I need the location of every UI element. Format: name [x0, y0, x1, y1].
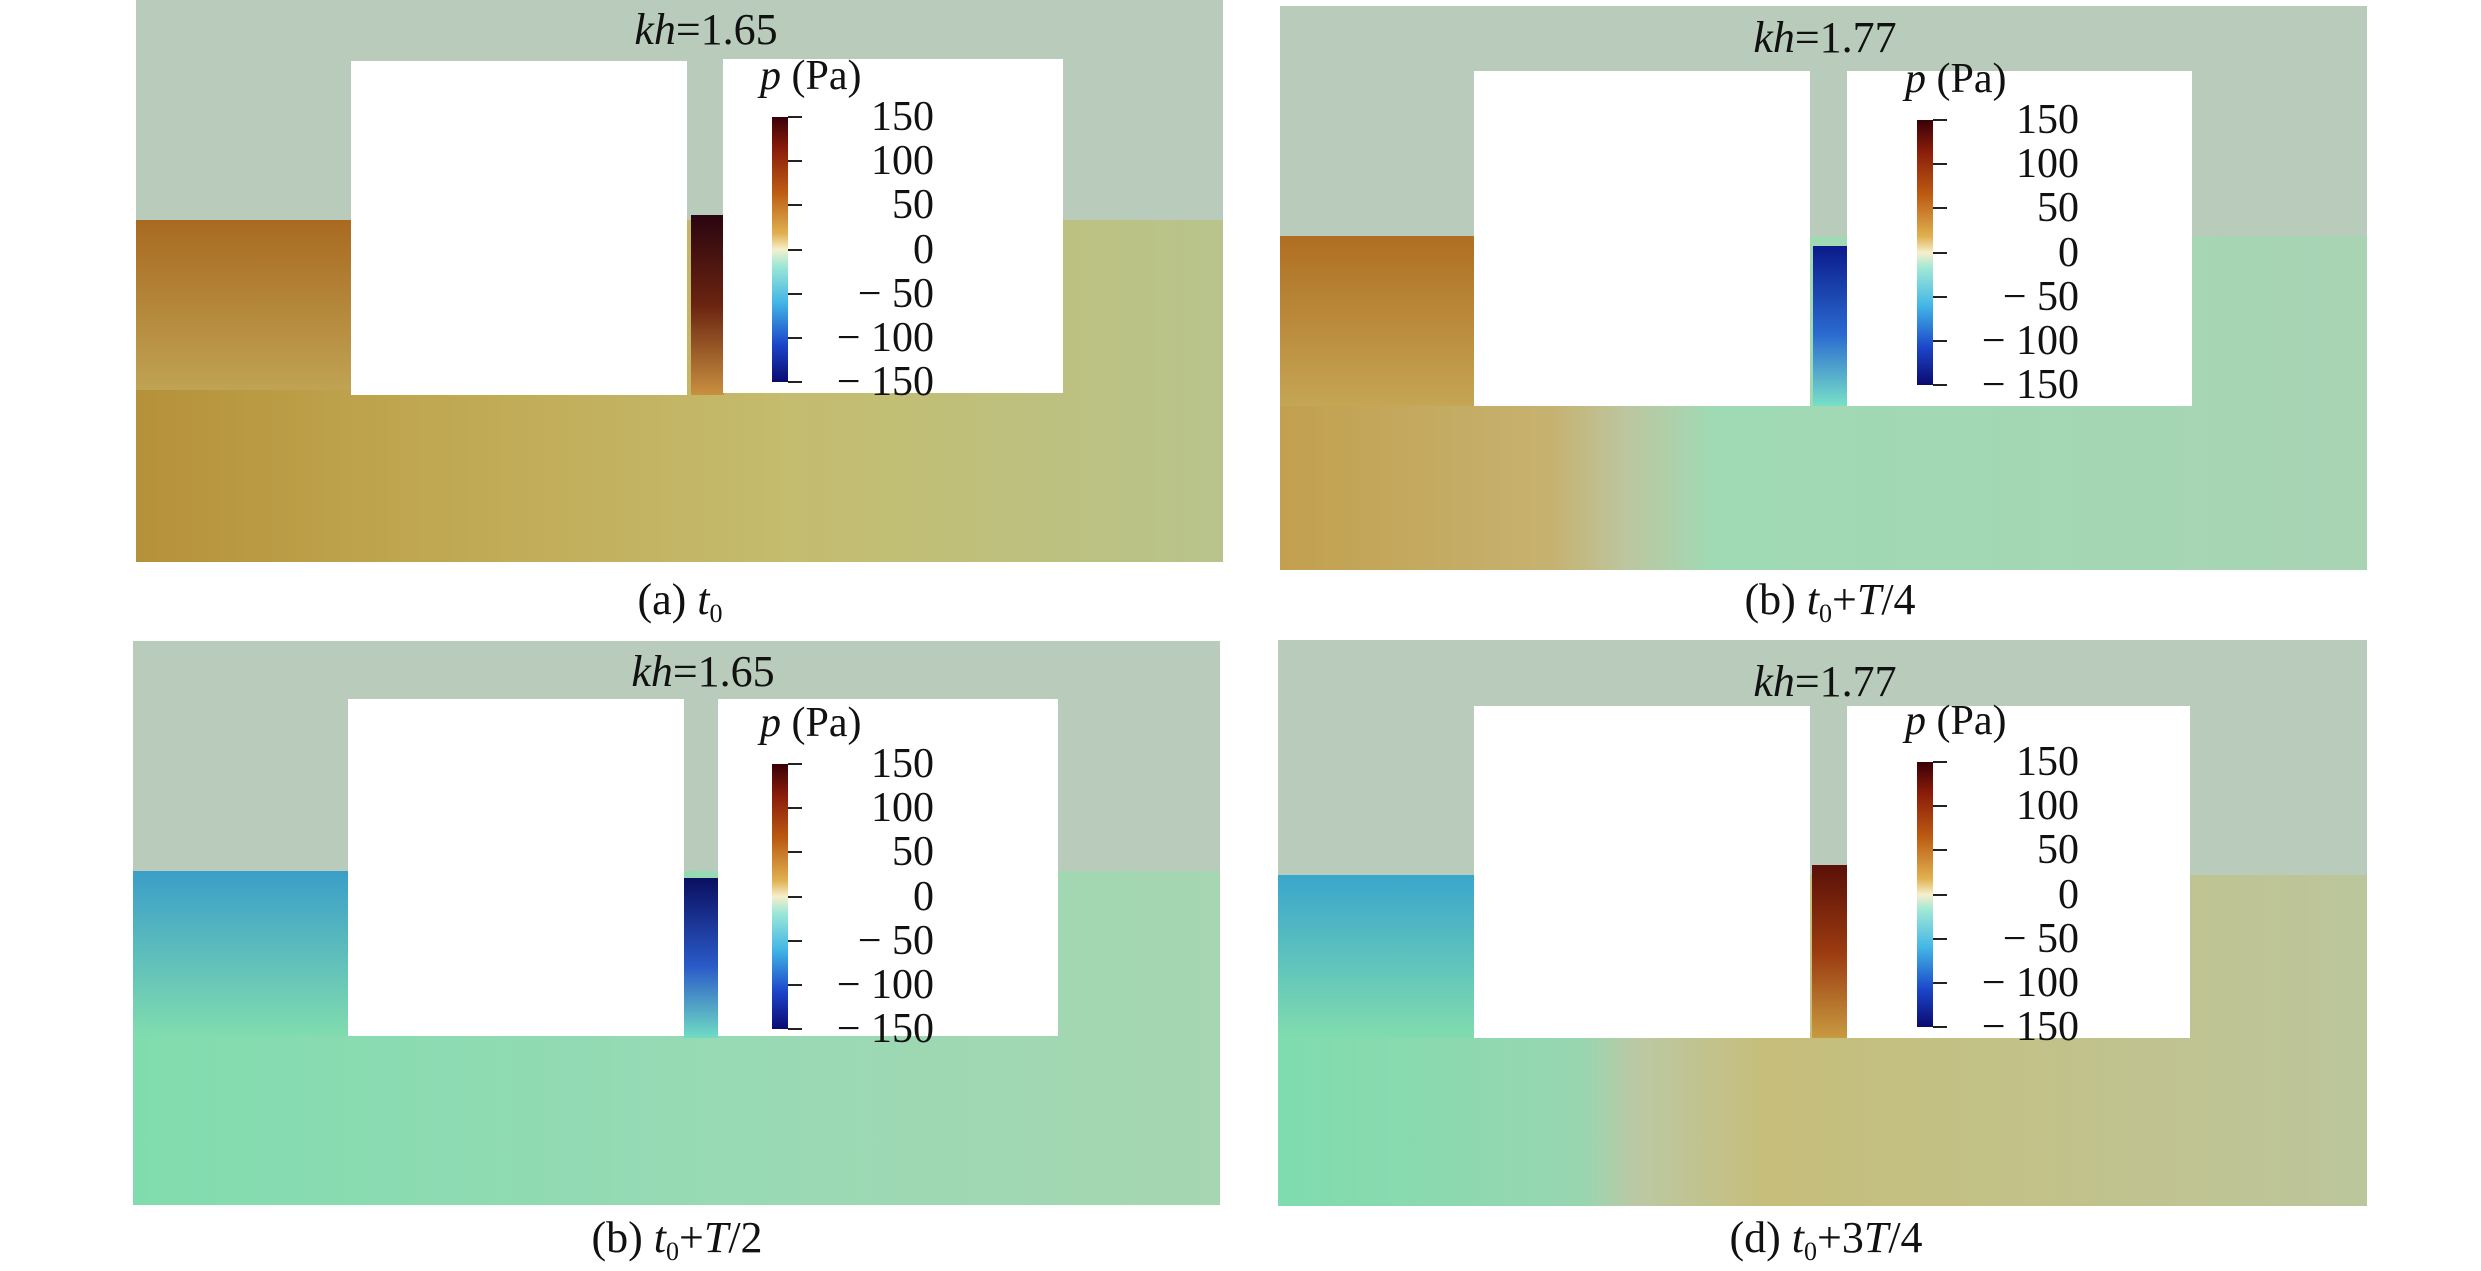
- colorbar-tick: [788, 1028, 802, 1030]
- panel-b1: [1280, 6, 2367, 570]
- colorbar-tick: [788, 336, 802, 339]
- colorbar-tick-label: 150: [2016, 97, 2079, 143]
- colorbar-tick: [1933, 295, 1947, 298]
- legend-title: p (Pa): [760, 700, 862, 746]
- colorbar-tick: [788, 851, 802, 854]
- pressure-field-a: [136, 0, 1223, 562]
- colorbar-tick-label: 0: [2058, 871, 2079, 918]
- colorbar-tick-label: 0: [913, 873, 934, 920]
- panel-d: [1278, 640, 2367, 1206]
- colorbar-tick: [1933, 849, 1947, 852]
- kh-label-d: kh=1.77: [1753, 657, 1897, 706]
- colorbar-tick: [1933, 981, 1947, 984]
- colorbar-tick: [1933, 893, 1947, 896]
- colorbar-tick-label: 50: [2037, 827, 2079, 874]
- colorbar-legend-a: p (Pa) 150 100 50 0− 50− 100− 150: [760, 53, 934, 403]
- colorbar: [772, 764, 788, 1029]
- colorbar-tick-label: 50: [892, 182, 934, 229]
- caption-b2: (b) t0+T/2: [591, 1213, 763, 1266]
- caption-b1: (b) t0+T/4: [1744, 575, 1916, 628]
- colorbar-tick-label: 100: [2016, 783, 2079, 830]
- kh-label-b2: kh=1.65: [631, 647, 775, 696]
- pressure-field-b1: [1280, 6, 2367, 570]
- pressure-field-d: [1278, 640, 2367, 1206]
- colorbar: [1917, 762, 1933, 1027]
- colorbar-tick: [1933, 384, 1947, 386]
- colorbar-tick-label: − 150: [1981, 1004, 2079, 1050]
- colorbar-tick-label: 100: [871, 138, 934, 185]
- panel-a: [136, 0, 1223, 562]
- colorbar-legend-d: p (Pa) 150 100 50 0− 50− 100− 150: [1905, 698, 2079, 1048]
- colorbar-tick-label: − 100: [1981, 317, 2079, 364]
- colorbar-tick-label: 0: [2058, 229, 2079, 276]
- colorbar-tick: [1933, 805, 1947, 808]
- colorbar-tick: [788, 248, 802, 251]
- colorbar-tick-label: − 100: [836, 961, 934, 1008]
- pressure-field-b2: [133, 641, 1220, 1205]
- colorbar-tick: [788, 983, 802, 986]
- colorbar-tick: [1933, 761, 1947, 763]
- caption-a: (a) t0: [637, 575, 723, 628]
- colorbar-tick: [1933, 119, 1947, 121]
- colorbar-tick-label: 0: [913, 226, 934, 273]
- colorbar-tick: [788, 292, 802, 295]
- colorbar-tick-label: 150: [871, 741, 934, 787]
- colorbar-tick: [788, 116, 802, 118]
- colorbar-tick-label: − 100: [836, 314, 934, 361]
- kh-label-a: kh=1.65: [634, 5, 778, 54]
- colorbar-tick: [788, 160, 802, 163]
- colorbar-tick-label: − 50: [857, 270, 934, 317]
- colorbar-tick: [1933, 937, 1947, 940]
- colorbar-tick: [788, 807, 802, 810]
- colorbar: [1917, 120, 1933, 385]
- colorbar-legend-b1: p (Pa) 150 100 50 0− 50− 100− 150: [1905, 56, 2079, 406]
- colorbar-tick-label: − 100: [1981, 959, 2079, 1006]
- colorbar-tick: [788, 939, 802, 942]
- colorbar-tick: [1933, 1026, 1947, 1028]
- colorbar-tick-label: − 150: [1981, 362, 2079, 408]
- colorbar: [772, 117, 788, 382]
- panel-b2: [133, 641, 1220, 1205]
- colorbar-tick-label: − 150: [836, 1006, 934, 1052]
- colorbar-tick: [788, 381, 802, 383]
- colorbar-tick: [1933, 207, 1947, 210]
- colorbar-legend-b2: p (Pa) 150 100 50 0− 50− 100− 150: [760, 700, 934, 1050]
- colorbar-tick-label: − 50: [857, 917, 934, 964]
- colorbar-tick-label: 100: [2016, 141, 2079, 188]
- colorbar-tick: [1933, 163, 1947, 166]
- caption-d: (d) t0+3T/4: [1729, 1213, 1923, 1266]
- colorbar-tick-label: 150: [2016, 739, 2079, 785]
- colorbar-tick-label: 150: [871, 94, 934, 140]
- legend-title: p (Pa): [1905, 56, 2007, 102]
- kh-label-b1: kh=1.77: [1753, 13, 1897, 62]
- colorbar-tick: [788, 895, 802, 898]
- colorbar-tick-label: 100: [871, 785, 934, 832]
- colorbar-tick-label: − 150: [836, 359, 934, 405]
- colorbar-tick: [1933, 339, 1947, 342]
- colorbar-tick: [788, 204, 802, 207]
- legend-title: p (Pa): [1905, 698, 2007, 744]
- colorbar-tick-label: − 50: [2002, 915, 2079, 962]
- colorbar-tick-label: 50: [2037, 185, 2079, 232]
- colorbar-tick: [788, 763, 802, 765]
- colorbar-tick-label: − 50: [2002, 273, 2079, 320]
- colorbar-tick: [1933, 251, 1947, 254]
- legend-title: p (Pa): [760, 53, 862, 99]
- colorbar-tick-label: 50: [892, 829, 934, 876]
